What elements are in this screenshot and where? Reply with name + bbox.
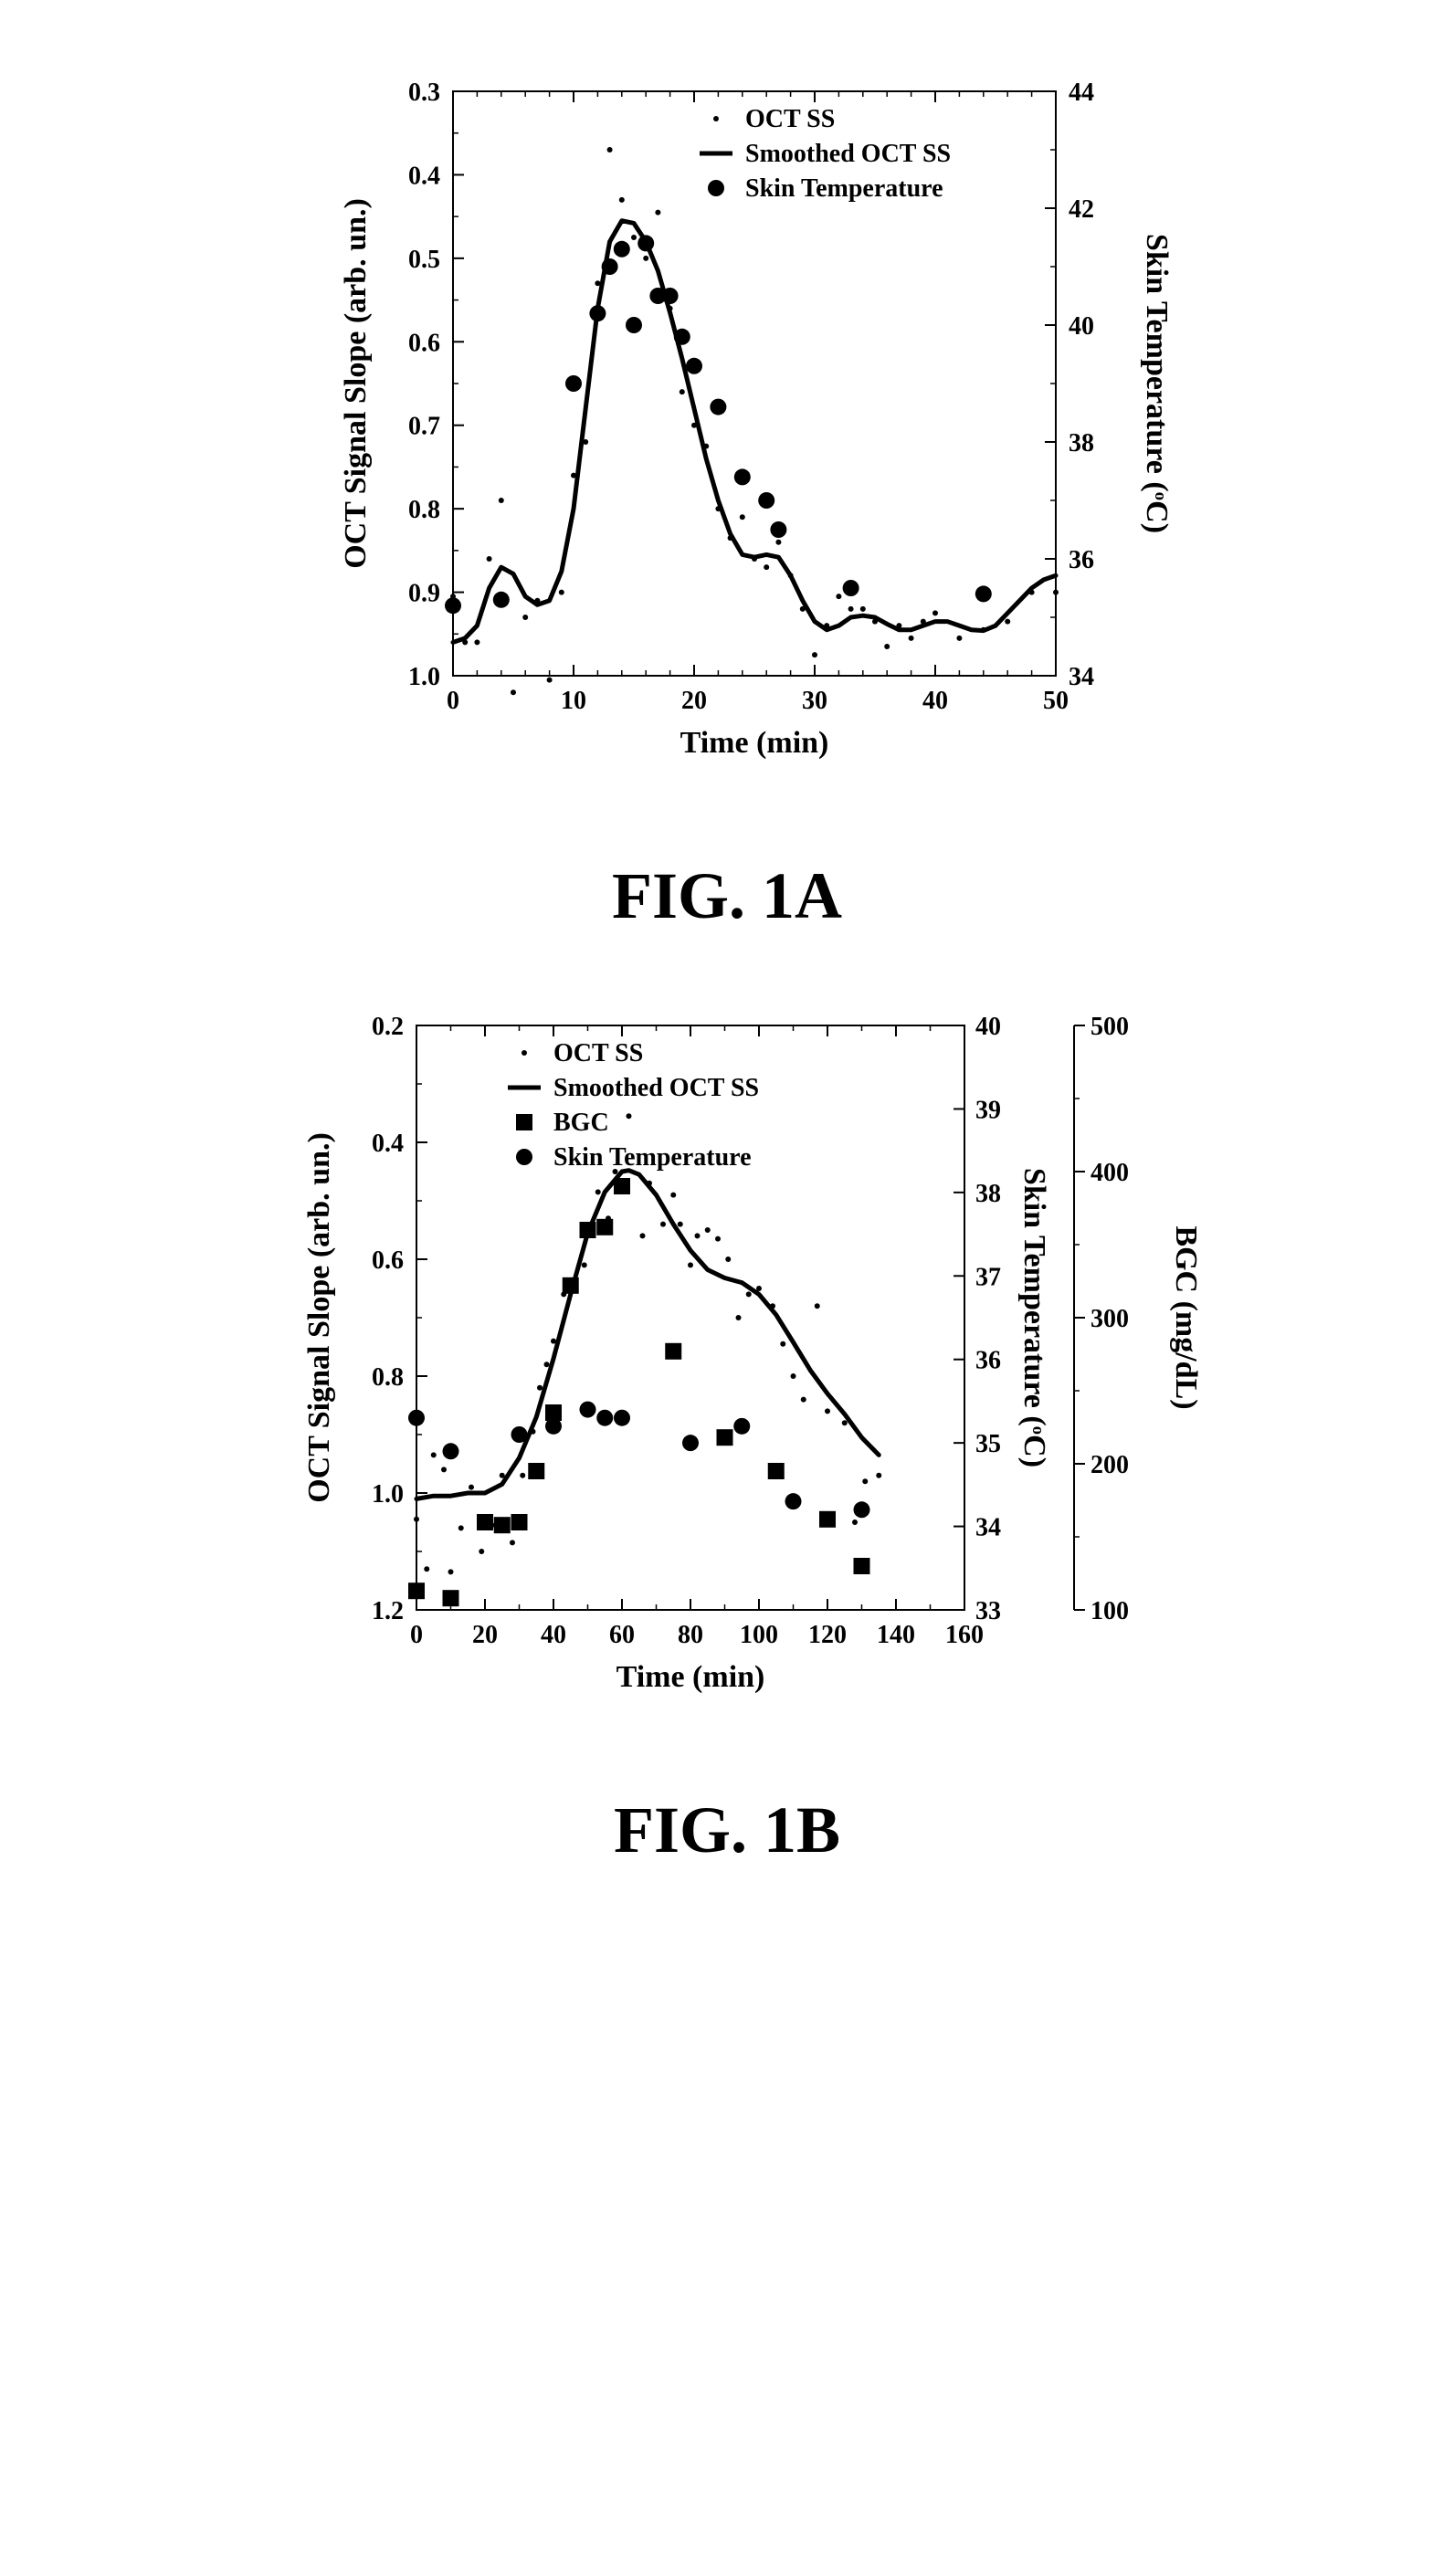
svg-text:0: 0 [410,1621,423,1649]
svg-text:36: 36 [1069,546,1094,574]
svg-text:0.9: 0.9 [408,580,440,608]
svg-text:40: 40 [1069,312,1094,341]
svg-text:10: 10 [561,687,586,715]
svg-text:OCT SS: OCT SS [745,105,835,133]
figure-1b-panel: 0204060801001201401600.20.40.60.81.01.23… [0,971,1454,1905]
svg-text:34: 34 [975,1514,1001,1542]
svg-text:OCT Signal Slope (arb. un.): OCT Signal Slope (arb. un.) [339,198,373,569]
svg-text:1.0: 1.0 [408,663,440,691]
figure-1a-panel: 0 10 20 30 40 50 0.3 0.4 0.5 0.6 0.7 0.8 0.9 1.0 34 36 3… [0,37,1454,971]
svg-text:80: 80 [678,1621,703,1649]
svg-text:0.4: 0.4 [372,1130,404,1158]
svg-text:40: 40 [541,1621,566,1649]
svg-text:0.4: 0.4 [408,162,440,190]
svg-text:Time (min): Time (min) [680,726,829,760]
svg-text:60: 60 [609,1621,635,1649]
svg-text:42: 42 [1069,195,1094,224]
svg-text:BGC (mg/dL): BGC (mg/dL) [1169,1225,1203,1409]
page: 0 10 20 30 40 50 0.3 0.4 0.5 0.6 0.7 0.8 0.9 1.0 34 36 3… [0,0,1454,1978]
svg-text:36: 36 [975,1347,1001,1375]
figure-1a-caption: FIG. 1A [612,858,842,934]
svg-text:0.7: 0.7 [408,413,440,441]
svg-text:300: 300 [1090,1305,1129,1333]
svg-text:140: 140 [877,1621,915,1649]
svg-text:20: 20 [472,1621,498,1649]
svg-text:OCT Signal Slope (arb. un.): OCT Signal Slope (arb. un.) [302,1132,336,1503]
svg-text:0.5: 0.5 [408,246,440,274]
figure-1b-caption: FIG. 1B [614,1793,840,1868]
svg-text:20: 20 [681,687,707,715]
svg-text:39: 39 [975,1096,1001,1124]
svg-text:0.8: 0.8 [372,1363,404,1392]
svg-text:40: 40 [975,1013,1001,1041]
svg-text:200: 200 [1090,1451,1129,1479]
svg-text:35: 35 [975,1430,1001,1458]
svg-text:0.6: 0.6 [408,329,440,357]
figure-1b-chart: 0204060801001201401600.20.40.60.81.01.23… [234,971,1220,1738]
svg-text:Skin Temperature (oC): Skin Temperature (oC) [1017,1168,1051,1467]
svg-text:50: 50 [1043,687,1069,715]
svg-text:34: 34 [1069,663,1094,691]
svg-text:30: 30 [802,687,827,715]
svg-text:Skin Temperature (oC): Skin Temperature (oC) [1140,234,1174,533]
svg-text:0: 0 [447,687,459,715]
svg-text:500: 500 [1090,1013,1129,1041]
svg-text:OCT SS: OCT SS [553,1039,643,1067]
svg-text:44: 44 [1069,79,1094,107]
svg-text:BGC: BGC [553,1109,609,1137]
svg-text:Smoothed OCT SS: Smoothed OCT SS [553,1074,759,1102]
svg-text:1.0: 1.0 [372,1480,404,1509]
svg-text:120: 120 [808,1621,847,1649]
svg-text:Smoothed OCT SS: Smoothed OCT SS [745,140,951,168]
svg-text:0.3: 0.3 [408,79,440,107]
svg-text:33: 33 [975,1597,1001,1625]
svg-text:38: 38 [975,1180,1001,1208]
svg-text:0.8: 0.8 [408,496,440,524]
svg-text:Skin Temperature: Skin Temperature [553,1143,752,1172]
svg-text:38: 38 [1069,429,1094,457]
svg-text:40: 40 [922,687,948,715]
svg-text:100: 100 [740,1621,778,1649]
svg-text:Time (min): Time (min) [616,1660,765,1694]
svg-text:1.2: 1.2 [372,1597,404,1625]
svg-text:Skin Temperature: Skin Temperature [745,174,943,203]
figure-1a-chart: 0 10 20 30 40 50 0.3 0.4 0.5 0.6 0.7 0.8 0.9 1.0 34 36 3… [270,37,1184,804]
svg-text:37: 37 [975,1263,1001,1291]
svg-text:400: 400 [1090,1159,1129,1187]
svg-text:0.6: 0.6 [372,1246,404,1275]
svg-text:100: 100 [1090,1597,1129,1625]
svg-text:0.2: 0.2 [372,1013,404,1041]
